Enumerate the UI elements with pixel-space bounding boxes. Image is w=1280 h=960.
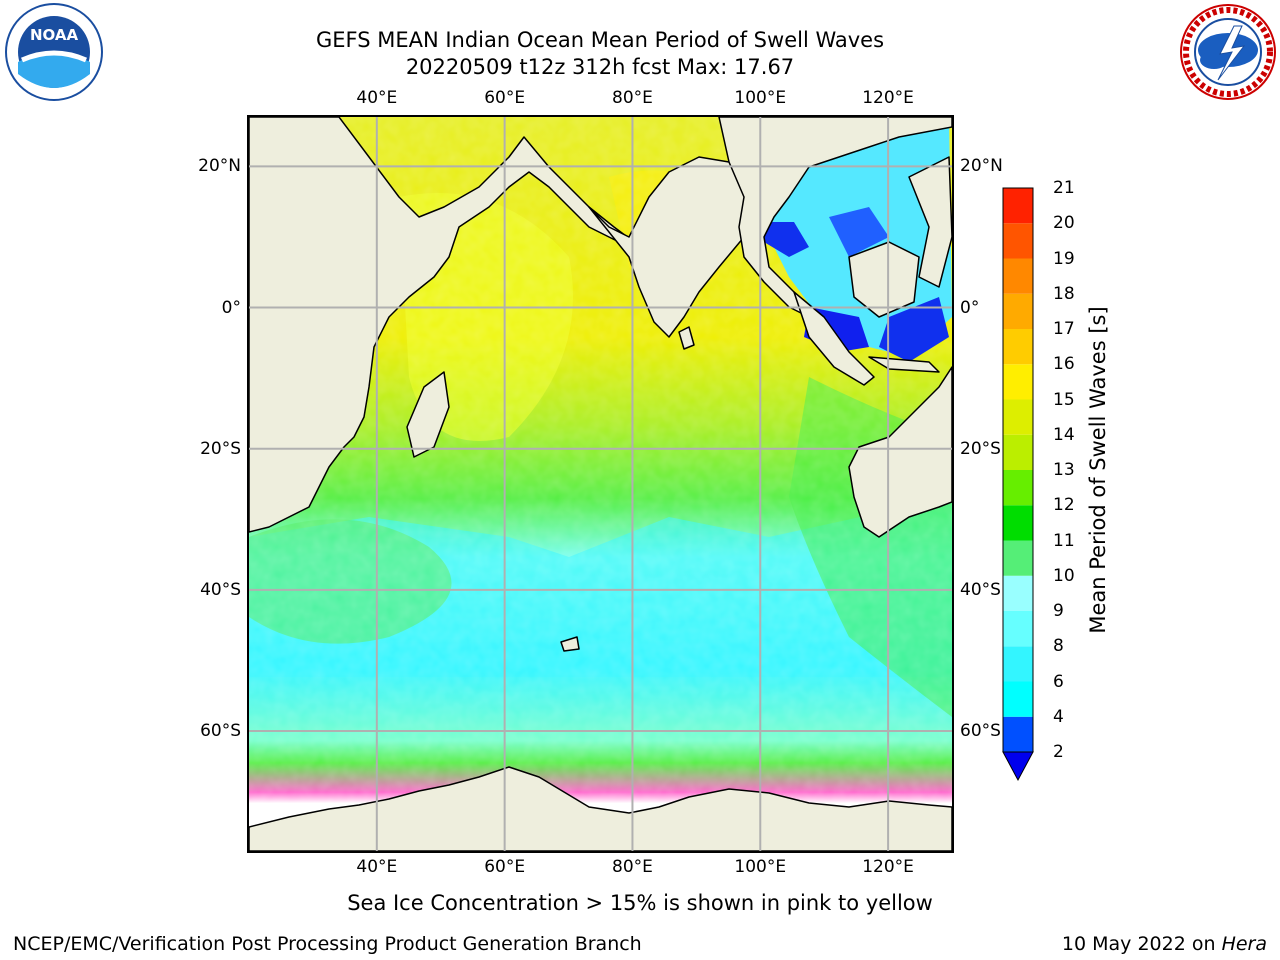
colorbar-segment [1003, 399, 1033, 435]
colorbar-segment [1003, 293, 1033, 329]
lon-tick-bottom: 120°E [862, 857, 914, 877]
colorbar-label: Mean Period of Swell Waves [s] [1086, 306, 1110, 634]
lon-tick-top: 100°E [734, 88, 787, 108]
colorbar-tick: 8 [1053, 636, 1064, 657]
colorbar-segment [1003, 611, 1033, 647]
sea-ice-note: Sea Ice Concentration > 15% is shown in … [347, 891, 933, 915]
footer-date: 10 May 2022 on Hera [1062, 933, 1267, 955]
lon-tick-bottom: 100°E [734, 857, 787, 877]
nws-logo [1180, 4, 1276, 100]
colorbar-tick: 6 [1053, 671, 1064, 692]
colorbar-segment [1003, 258, 1033, 294]
colorbar-tick: 13 [1053, 460, 1075, 480]
map-panel [247, 115, 954, 853]
colorbar-tick: 10 [1053, 565, 1075, 586]
colorbar-tick: 12 [1053, 495, 1075, 516]
map-title: GEFS MEAN Indian Ocean Mean Period of Sw… [315, 28, 885, 52]
lat-tick-left: 20°N [198, 156, 241, 177]
colorbar-segment [1003, 188, 1033, 224]
colorbar-segment [1003, 505, 1033, 541]
noaa-logo: NOAA [5, 3, 103, 101]
lon-tick-bottom: 60°E [484, 857, 526, 877]
colorbar-segment [1003, 716, 1033, 752]
colorbar-segment [1003, 575, 1033, 611]
colorbar-tick: 14 [1053, 424, 1075, 445]
lon-tick-top: 40°E [356, 88, 398, 108]
colorbar-tick: 9 [1053, 601, 1064, 621]
colorbar-tick: 21 [1053, 178, 1075, 198]
lat-tick-right: 40°S [960, 579, 1001, 600]
colorbar-tick: 17 [1053, 319, 1075, 339]
map-canvas [249, 117, 952, 851]
colorbar-segment [1003, 329, 1033, 365]
graticule [249, 117, 952, 851]
lat-tick-left: 60°S [200, 721, 241, 742]
map-subtitle: 20220509 t12z 312h fcst Max: 17.67 [405, 55, 795, 79]
footer-date-text: 10 May 2022 on [1061, 933, 1222, 955]
lat-tick-left: 40°S [200, 579, 241, 600]
lon-tick-bottom: 40°E [356, 857, 398, 877]
lat-tick-right: 20°N [960, 156, 1003, 177]
colorbar-segment [1003, 470, 1033, 506]
colorbar-segment [1003, 540, 1033, 576]
lat-tick-left: 20°S [200, 438, 241, 459]
colorbar-tick: 15 [1053, 389, 1075, 410]
lat-tick-right: 20°S [960, 438, 1001, 459]
colorbar-tick: 19 [1053, 248, 1075, 269]
lat-tick-left: 0° [221, 297, 241, 318]
colorbar-tick: 18 [1053, 283, 1075, 304]
colorbar-tick: 16 [1053, 354, 1075, 375]
colorbar-segment [1003, 223, 1033, 259]
lon-tick-top: 120°E [862, 88, 914, 108]
colorbar [1002, 187, 1034, 782]
colorbar-tick: 4 [1053, 706, 1064, 727]
colorbar-segment [1003, 434, 1033, 470]
footer-credit: NCEP/EMC/Verification Post Processing Pr… [13, 933, 642, 955]
lat-tick-right: 60°S [960, 721, 1001, 742]
lon-tick-top: 60°E [484, 88, 526, 108]
footer-host: Hera [1221, 933, 1267, 955]
noaa-logo-text: NOAA [30, 26, 79, 44]
colorbar-tick: 20 [1053, 213, 1075, 234]
colorbar-segment [1003, 364, 1033, 400]
colorbar-segment [1003, 681, 1033, 717]
colorbar-segment [1003, 646, 1033, 682]
lon-tick-bottom: 80°E [612, 857, 653, 877]
lat-tick-right: 0° [960, 297, 980, 318]
colorbar-tick: 2 [1053, 742, 1064, 762]
lon-tick-top: 80°E [612, 88, 653, 108]
colorbar-tick: 11 [1053, 530, 1075, 551]
